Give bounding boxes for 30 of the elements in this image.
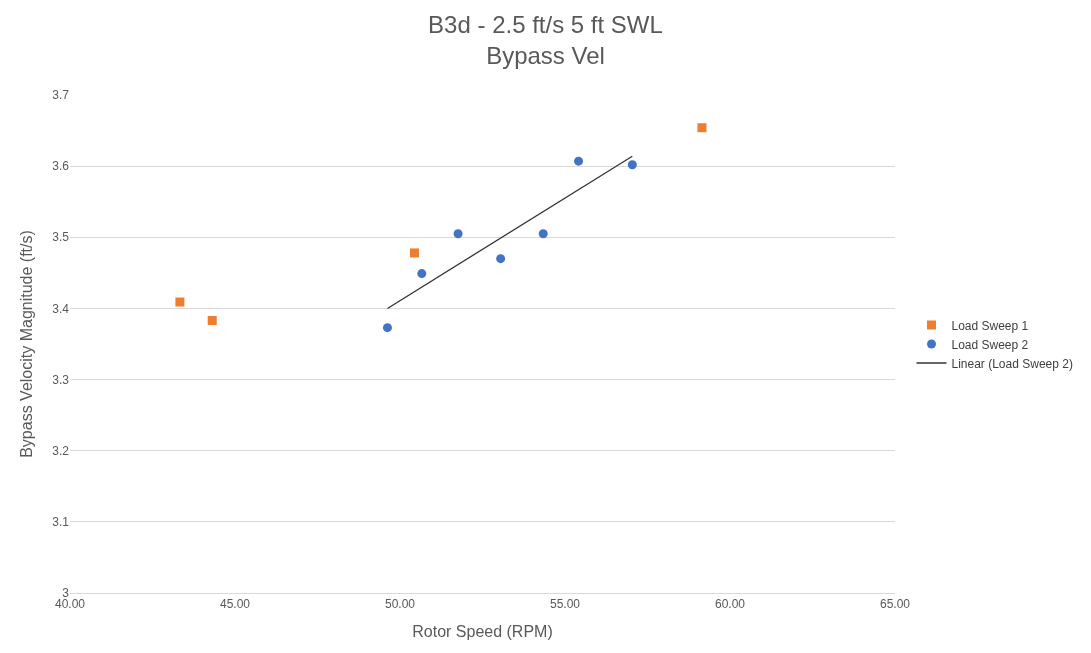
y-tick-label: 3.1 — [52, 515, 70, 530]
point — [538, 229, 548, 239]
y-tick-label: 3.2 — [52, 443, 70, 458]
y-tick-label: 3.4 — [52, 301, 70, 316]
legend-label: Linear (Load Sweep 2) — [951, 356, 1073, 371]
y-tick-label: 3.6 — [52, 159, 70, 174]
legend-label: Load Sweep 2 — [951, 337, 1029, 352]
point — [417, 269, 427, 279]
x-tick-label: 60.00 — [714, 597, 746, 612]
point — [382, 323, 392, 333]
legend-label: Load Sweep 1 — [951, 318, 1029, 333]
x-axis-title: Rotor Speed (RPM) — [412, 623, 553, 641]
y-tick-label: 3.5 — [52, 230, 70, 245]
point — [453, 229, 463, 239]
y-axis-title: Bypass Velocity Magnitude (ft/s) — [18, 230, 36, 458]
y-tick-label: 3.3 — [52, 372, 70, 387]
x-tick-label: 50.00 — [384, 597, 416, 612]
y-tick-label: 3.7 — [52, 88, 70, 103]
x-tick-label: 45.00 — [219, 597, 251, 612]
chart-title: B3d - 2.5 ft/s 5 ft SWL Bypass Vel — [428, 10, 663, 69]
point — [496, 254, 506, 264]
x-tick-label: 55.00 — [549, 597, 581, 612]
point — [207, 316, 217, 326]
point — [410, 248, 420, 258]
point — [627, 160, 637, 170]
point — [697, 123, 707, 133]
x-tick-label: 40.00 — [54, 597, 86, 612]
point — [574, 156, 584, 166]
point — [175, 297, 185, 307]
x-tick-label: 65.00 — [879, 597, 911, 612]
